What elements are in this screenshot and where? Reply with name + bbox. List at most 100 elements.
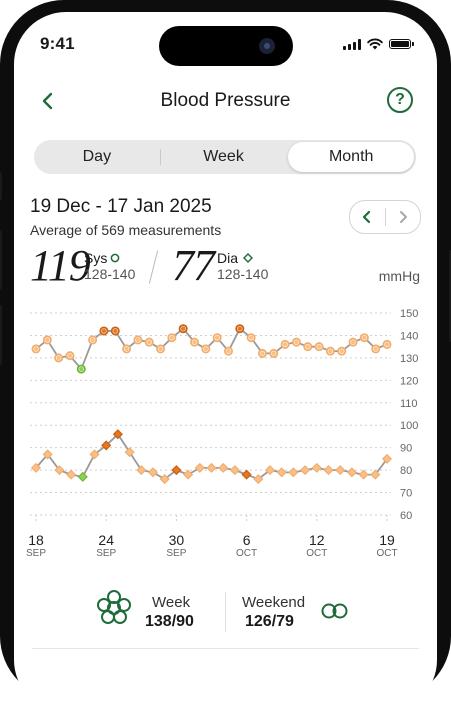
data-point xyxy=(323,465,334,476)
data-point xyxy=(218,462,229,473)
week-value: 138/90 xyxy=(145,613,194,630)
tab-month[interactable]: Month xyxy=(288,142,415,172)
data-point xyxy=(264,465,276,476)
data-point xyxy=(311,462,322,473)
tab-week[interactable]: Week xyxy=(203,148,244,165)
data-point-low-fill xyxy=(79,366,84,372)
data-point-high-fill xyxy=(180,326,186,331)
data-point-fill xyxy=(33,346,39,352)
x-tick-day: 12 xyxy=(309,532,325,548)
systolic-average: 119 xyxy=(30,241,91,290)
data-point xyxy=(194,462,205,473)
data-point xyxy=(124,447,135,458)
x-tick-day: 18 xyxy=(28,532,44,548)
cellular-signal-icon xyxy=(343,38,361,50)
weekend-circles-icon xyxy=(321,603,348,619)
data-point-fill xyxy=(124,346,129,352)
data-point-fill xyxy=(192,339,197,345)
week-weekend-summary: Week 138/90 Weekend 126/79 xyxy=(14,590,437,652)
status-icons xyxy=(343,38,414,50)
unit-label: mmHg xyxy=(378,268,420,284)
data-point xyxy=(229,465,240,476)
diastolic-average: 77 xyxy=(172,241,215,290)
data-point xyxy=(276,467,287,478)
data-point-fill xyxy=(350,339,356,345)
page-title: Blood Pressure xyxy=(160,90,291,111)
battery-icon xyxy=(389,39,414,49)
camera-icon xyxy=(259,38,275,54)
status-time: 9:41 xyxy=(40,34,75,53)
data-point-fill xyxy=(271,351,276,356)
y-tick-label: 110 xyxy=(400,398,418,410)
tab-day[interactable]: Day xyxy=(82,148,112,165)
data-point-fill xyxy=(373,346,378,352)
x-tick-month: OCT xyxy=(236,548,257,559)
question-circle-icon[interactable]: ? xyxy=(387,87,413,113)
data-point xyxy=(346,467,357,478)
data-point xyxy=(253,474,264,485)
data-point-fill xyxy=(158,346,163,352)
bottom-divider xyxy=(32,648,419,649)
systolic-circle-icon xyxy=(110,253,120,263)
diastolic-range: 128-140 xyxy=(217,266,269,282)
week-circles-icon xyxy=(97,590,131,624)
data-point-fill xyxy=(147,339,152,345)
weekend-label: Weekend xyxy=(242,594,306,611)
data-point xyxy=(358,469,369,480)
back-chevron-icon[interactable] xyxy=(38,90,58,112)
data-point-fill xyxy=(339,348,344,354)
data-point xyxy=(381,453,393,464)
period-pager xyxy=(349,200,421,234)
previous-period-button[interactable] xyxy=(350,201,385,233)
data-point xyxy=(147,467,159,478)
data-point-fill xyxy=(214,335,220,340)
data-point-fill xyxy=(328,348,333,354)
nav-bar: Blood Pressure ? xyxy=(14,84,437,118)
data-point-fill xyxy=(248,335,254,340)
data-point-fill xyxy=(90,337,95,343)
x-tick-day: 30 xyxy=(169,532,185,548)
volume-down-button xyxy=(0,305,2,365)
series-line xyxy=(35,327,388,371)
data-point-fill xyxy=(316,344,322,349)
x-tick-month: SEP xyxy=(166,548,186,559)
data-point-low xyxy=(77,471,88,482)
volume-up-button xyxy=(0,230,2,290)
diastolic-label: Dia xyxy=(217,250,239,266)
x-tick-month: OCT xyxy=(376,548,397,559)
data-point-fill xyxy=(169,335,175,340)
summary-divider xyxy=(225,592,226,632)
x-tick-month: SEP xyxy=(26,548,46,559)
x-tick-day: 6 xyxy=(243,532,251,548)
data-point-fill xyxy=(135,337,141,343)
wifi-icon xyxy=(367,38,383,50)
y-tick-label: 120 xyxy=(400,375,418,387)
week-label: Week xyxy=(152,594,191,611)
systolic-label: Sys xyxy=(84,250,108,266)
data-point xyxy=(288,467,299,478)
data-point xyxy=(370,469,381,480)
y-tick-label: 90 xyxy=(400,443,412,455)
data-point-high xyxy=(112,429,123,440)
data-point-fill xyxy=(203,346,209,352)
mute-switch xyxy=(0,172,2,200)
data-point xyxy=(206,462,217,473)
y-tick-label: 140 xyxy=(400,330,418,342)
data-point xyxy=(183,469,194,480)
data-point-fill xyxy=(305,344,310,349)
x-tick-month: SEP xyxy=(96,548,116,559)
data-point xyxy=(30,462,42,473)
data-point-fill xyxy=(67,353,73,358)
data-point xyxy=(159,474,170,485)
data-point-high-fill xyxy=(113,328,118,334)
y-tick-label: 130 xyxy=(400,353,418,365)
data-point-fill xyxy=(45,337,50,343)
data-point-fill xyxy=(294,339,299,345)
y-tick-label: 100 xyxy=(400,420,418,432)
x-tick-day: 24 xyxy=(98,532,114,548)
blood-pressure-chart: 1501401301201101009080706018SEP24SEP30SE… xyxy=(26,308,418,559)
next-period-button[interactable] xyxy=(386,201,421,233)
data-point-high xyxy=(101,440,112,451)
y-tick-label: 60 xyxy=(400,510,412,522)
